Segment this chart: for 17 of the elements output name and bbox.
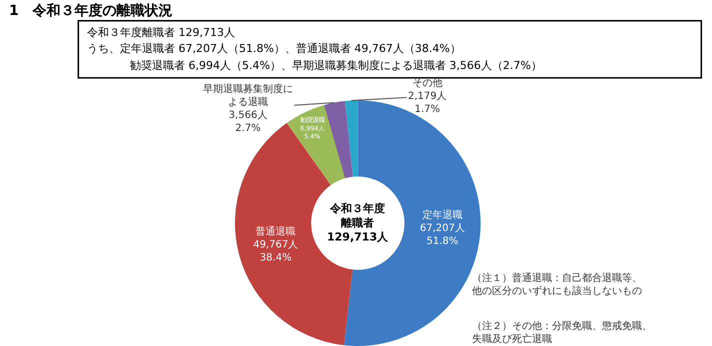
slice-label: 早期退職募集制度による退職: [203, 83, 293, 108]
slice-label: 普通退職: [256, 225, 296, 238]
donut-slice: [324, 101, 353, 178]
data-label: 3,566人 2.7%: [228, 110, 268, 134]
chart-subtitle: 令和３年度離職者 129,713人: [87, 26, 235, 39]
donut-slice: [344, 100, 358, 177]
slice-label: 定年退職: [422, 208, 462, 221]
text: うち、定年退職者 67,207人（51.8%）、普通退職者 49,767人（38.4%）勧奨退職者 6,994人（5.4%）、早期退職募集制度による退職者 3,566人（2.7%）: [87, 42, 542, 72]
text: 令和３年度離職者 129,713人: [327, 202, 390, 244]
data-label: 67,207人 51.8%: [420, 222, 465, 247]
text: 1 令和３年度の離職状況: [9, 2, 173, 19]
donut-slice: [286, 105, 345, 186]
data-label: 49,767人 38.4%: [253, 239, 298, 264]
data-label: 2,179人 1.7%: [408, 91, 447, 115]
text: （注２）その他：分限免職、懲戒免職、失職及び死亡退職: [472, 320, 652, 345]
text: （注１）普通退職：自己都合退職等、他の区分のいずれにも該当しないもの: [472, 272, 642, 297]
slice-label: その他: [412, 77, 442, 89]
